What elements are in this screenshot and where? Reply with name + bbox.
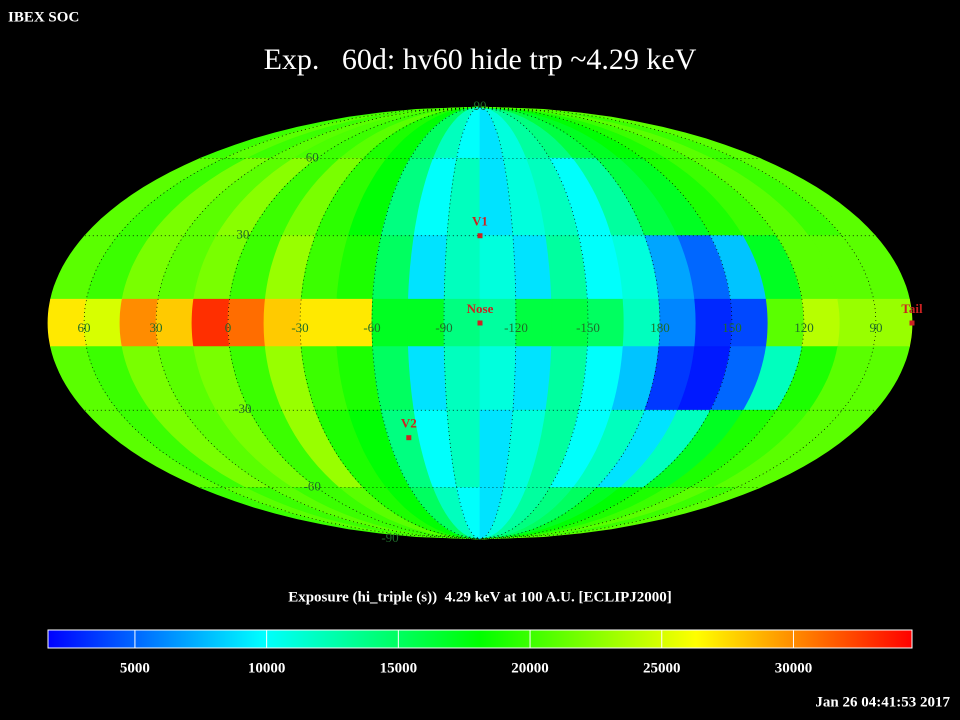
colorbar-tick-label: 20000 xyxy=(511,660,549,676)
longitude-tick-label: 150 xyxy=(722,320,742,335)
map-cell xyxy=(512,346,553,411)
longitude-tick-label: 0 xyxy=(225,320,232,335)
meridian-grid-line xyxy=(371,106,481,540)
map-cell xyxy=(227,298,266,348)
map-cell xyxy=(479,346,517,411)
latitude-tick-label: -60 xyxy=(304,479,321,494)
colorbar: 5000 10000 15000 20000 25000 30000 xyxy=(47,629,913,676)
longitude-tick-label: -120 xyxy=(504,320,528,335)
longitude-tick-label: 60 xyxy=(78,320,91,335)
map-cell xyxy=(479,235,517,300)
longitude-tick-label: 30 xyxy=(150,320,163,335)
map-cell xyxy=(443,346,481,411)
longitude-tick-label: -60 xyxy=(363,320,380,335)
latitude-tick-label: -90 xyxy=(381,530,398,545)
point-marker xyxy=(477,233,483,239)
meridian-grid-line xyxy=(155,106,481,540)
point-label: V1 xyxy=(472,214,488,229)
latitude-tick-label: 90 xyxy=(474,98,487,113)
colorbar-tick-label: 25000 xyxy=(643,660,681,676)
map-cell xyxy=(479,487,760,540)
longitude-tick-label: 120 xyxy=(794,320,814,335)
map-cell xyxy=(443,235,481,300)
colorbar-tick-label: 15000 xyxy=(380,660,418,676)
header: IBEX SOC xyxy=(8,9,79,25)
map-cell xyxy=(407,235,448,300)
map-cell xyxy=(407,346,448,411)
timestamp: Jan 26 04:41:53 2017 xyxy=(815,694,950,710)
point-label: V2 xyxy=(401,416,417,431)
point-marker xyxy=(406,435,412,441)
point-marker xyxy=(909,320,915,326)
colorbar-tick-label: 30000 xyxy=(775,660,813,676)
colorbar-label: Exposure (hi_triple (s)) 4.29 keV at 100… xyxy=(288,589,672,605)
latitude-tick-label: 60 xyxy=(306,149,319,164)
point-label: Nose xyxy=(467,301,494,316)
meridian-grid-line xyxy=(299,106,481,540)
colorbar-tick-label: 5000 xyxy=(120,660,150,676)
latitude-tick-label: 30 xyxy=(236,227,249,242)
longitude-tick-label: 180 xyxy=(650,320,670,335)
chart-title: Exp. 60d: hv60 hide trp ~4.29 keV xyxy=(264,43,697,76)
map-grid xyxy=(83,106,877,540)
longitude-tick-label: -30 xyxy=(291,320,308,335)
colorbar-tick-label: 10000 xyxy=(248,660,286,676)
colorbar-scale xyxy=(47,629,913,649)
map-cells xyxy=(47,106,913,540)
map-cell xyxy=(512,235,553,300)
meridian-grid-line xyxy=(479,106,805,540)
longitude-tick-label: 90 xyxy=(870,320,883,335)
latitude-tick-label: -30 xyxy=(234,401,251,416)
longitude-tick-label: -90 xyxy=(435,320,452,335)
point-label: Tail xyxy=(901,301,923,316)
map-labels: 60 30 0 -30 -60 -90 -120 -150 180 150 120 90 90 60 30 -… xyxy=(78,98,923,545)
point-marker xyxy=(477,320,483,326)
meridian-grid-line xyxy=(479,106,589,540)
longitude-tick-label: -150 xyxy=(576,320,600,335)
meridian-grid-line xyxy=(479,106,661,540)
